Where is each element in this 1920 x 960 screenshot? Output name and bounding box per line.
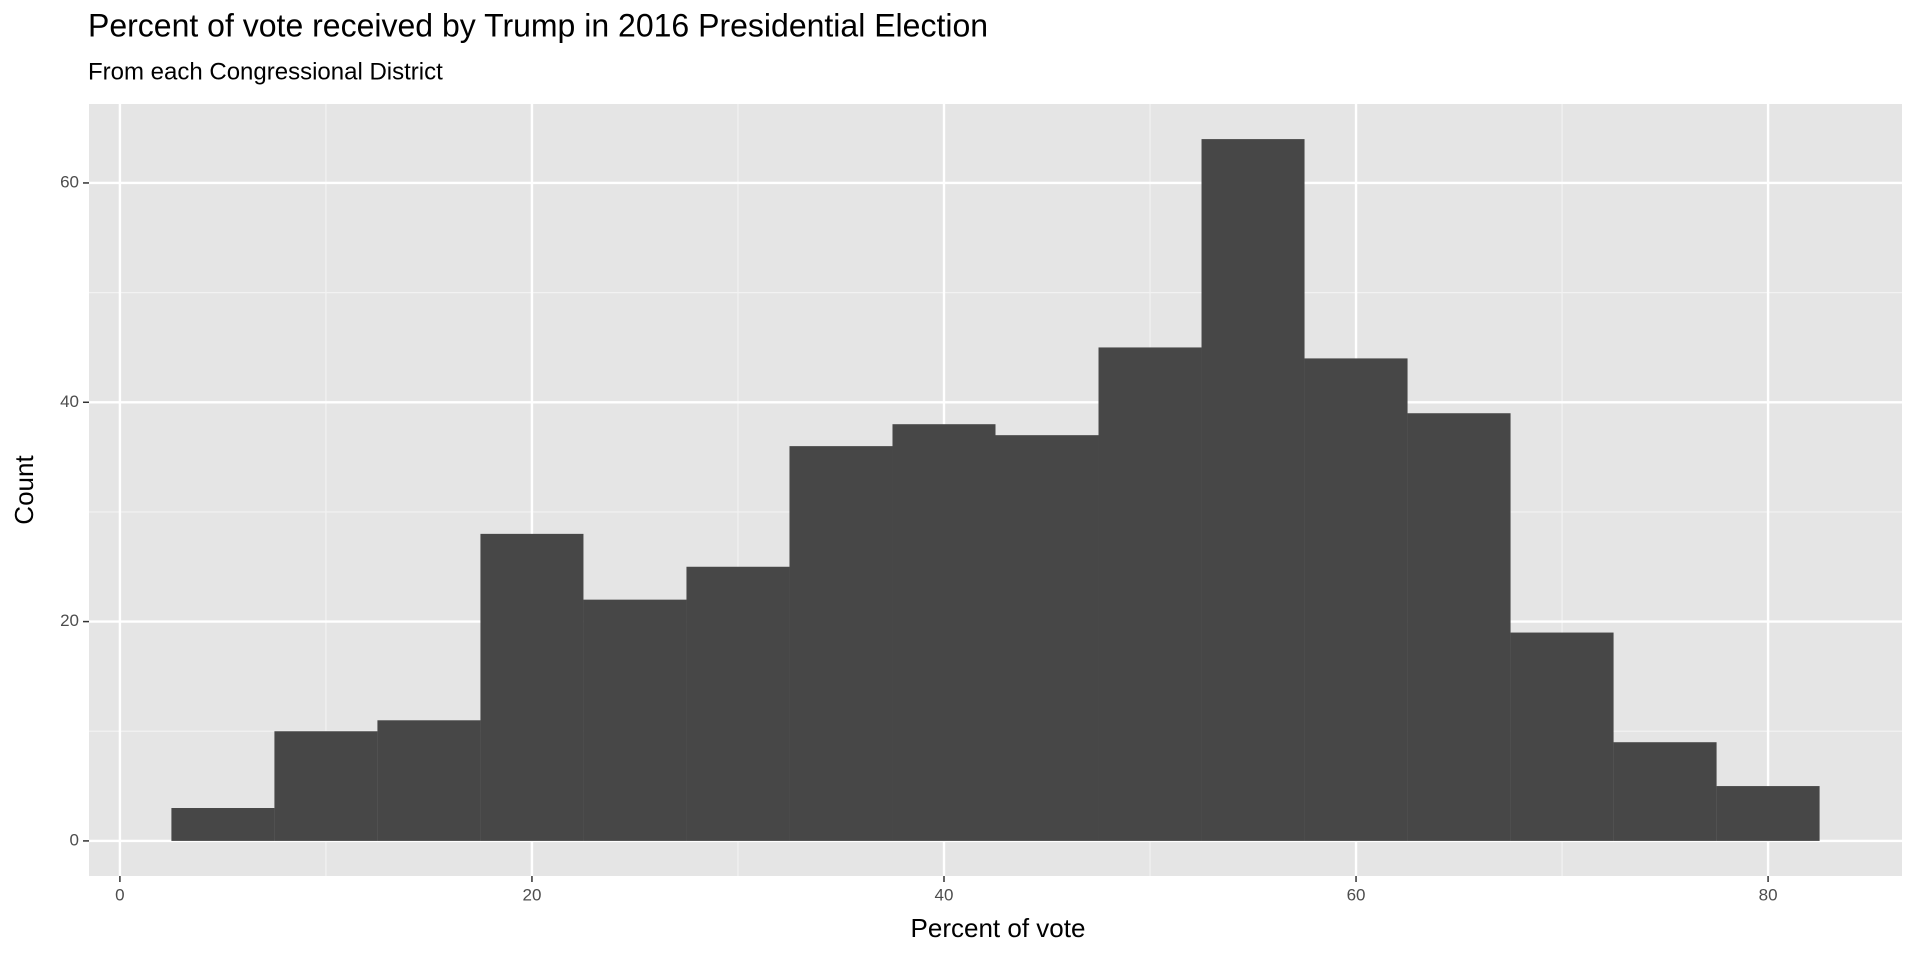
bar — [1304, 358, 1408, 841]
bar — [1201, 139, 1305, 841]
x-tick-label: 80 — [1759, 885, 1778, 904]
bar — [171, 808, 275, 841]
x-axis-title: Percent of vote — [911, 913, 1086, 943]
x-tick-label: 60 — [1347, 885, 1366, 904]
chart-subtitle: From each Congressional District — [88, 58, 443, 85]
bar — [1716, 786, 1820, 841]
x-tick-label: 20 — [522, 885, 541, 904]
bar — [274, 731, 378, 841]
y-tick-label: 0 — [70, 830, 79, 849]
bar — [892, 424, 996, 841]
y-axis-title: Count — [9, 455, 39, 525]
bar — [686, 566, 790, 841]
chart-title: Percent of vote received by Trump in 201… — [88, 7, 988, 43]
bar — [1407, 413, 1511, 841]
bar — [583, 599, 687, 841]
bar — [1510, 632, 1614, 841]
bar — [1613, 742, 1717, 841]
x-tick-label: 0 — [115, 885, 124, 904]
y-tick-label: 40 — [60, 392, 79, 411]
y-tick-label: 60 — [60, 172, 79, 191]
bar — [1098, 347, 1202, 841]
bar — [480, 533, 584, 841]
bar — [789, 446, 893, 841]
bar — [995, 435, 1099, 841]
bar — [377, 720, 481, 841]
x-tick-label: 40 — [935, 885, 954, 904]
y-tick-label: 20 — [60, 611, 79, 630]
